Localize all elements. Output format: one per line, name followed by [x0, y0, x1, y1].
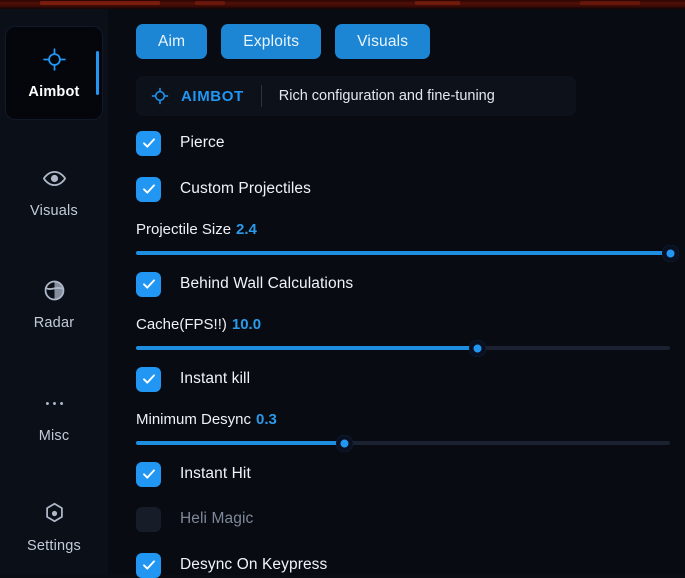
slider-caption: Minimum Desync 0.3 — [136, 411, 681, 428]
checkbox-label: Desync On Keypress — [180, 556, 328, 573]
slider-caption: Projectile Size 2.4 — [136, 221, 681, 238]
crosshair-icon — [150, 86, 170, 106]
active-indicator — [96, 51, 99, 95]
checkbox-label: Instant kill — [180, 370, 251, 387]
checkbox-row-pierce[interactable]: Pierce — [136, 130, 225, 156]
top-red-strip — [0, 0, 685, 9]
sidebar-item-label: Radar — [33, 314, 75, 331]
cheat-menu-window: Aimbot Visuals Radar Misc Settings Aim Exploi… — [0, 9, 685, 578]
sidebar-item-visuals[interactable]: Visuals — [0, 146, 108, 238]
slider-row-projectile-size: Projectile Size 2.4 — [136, 221, 681, 262]
checkbox-label: Heli Magic — [180, 510, 254, 527]
checkbox-row-heli-magic[interactable]: Heli Magic — [136, 506, 253, 532]
tab-exploits[interactable]: Exploits — [221, 24, 322, 59]
checkbox-row-behind-wall-calculations[interactable]: Behind Wall Calculations — [136, 271, 353, 297]
checkbox-checked-icon[interactable] — [136, 176, 161, 202]
sidebar-item-label: Misc — [38, 427, 70, 444]
slider-value: 0.3 — [256, 411, 277, 428]
slider-fill — [136, 251, 670, 255]
ellipsis-icon — [42, 391, 67, 417]
checkbox-label: Pierce — [180, 134, 225, 151]
tab-visuals[interactable]: Visuals — [335, 24, 431, 59]
radar-icon — [42, 278, 67, 304]
checkbox-row-instant-hit[interactable]: Instant Hit — [136, 461, 251, 487]
module-header: AIMBOT Rich configuration and fine-tunin… — [136, 76, 576, 116]
sidebar-item-radar[interactable]: Radar — [0, 258, 108, 350]
slider-track[interactable] — [136, 434, 670, 452]
sidebar-item-misc[interactable]: Misc — [0, 371, 108, 463]
slider-label: Cache(FPS!!) — [136, 316, 227, 333]
slider-label: Projectile Size — [136, 221, 232, 238]
checkbox-row-instant-kill[interactable]: Instant kill — [136, 366, 250, 392]
slider-caption: Cache(FPS!!) 10.0 — [136, 316, 681, 333]
content-panel: Aim Exploits Visuals AIMBOT Rich configura… — [108, 9, 685, 578]
checkbox-checked-icon[interactable] — [136, 271, 161, 297]
module-title: AIMBOT — [181, 87, 244, 105]
sidebar-nav: Aimbot Visuals Radar Misc Settings — [0, 9, 108, 575]
checkbox-label: Custom Projectiles — [180, 180, 312, 197]
tab-bar: Aim Exploits Visuals — [136, 24, 431, 59]
checkbox-label: Behind Wall Calculations — [180, 275, 354, 292]
sidebar-item-label: Settings — [27, 537, 81, 554]
slider-value: 10.0 — [231, 316, 262, 333]
slider-thumb[interactable] — [335, 434, 353, 452]
eye-icon — [42, 166, 67, 192]
header-divider — [260, 85, 262, 107]
checkbox-row-desync-on-keypress[interactable]: Desync On Keypress — [136, 552, 327, 578]
slider-fill — [136, 441, 345, 445]
sidebar-item-label: Visuals — [30, 202, 78, 219]
module-subtitle: Rich configuration and fine-tuning — [278, 88, 495, 104]
slider-value: 2.4 — [236, 221, 257, 238]
sidebar-item-settings[interactable]: Settings — [0, 481, 108, 573]
tab-aim[interactable]: Aim — [136, 24, 208, 59]
slider-track[interactable] — [136, 339, 670, 357]
slider-label: Minimum Desync — [136, 411, 252, 428]
sidebar-item-label: Aimbot — [28, 83, 80, 100]
slider-row-minimum-desync: Minimum Desync 0.3 — [136, 411, 681, 452]
checkbox-row-custom-projectiles[interactable]: Custom Projectiles — [136, 176, 311, 202]
slider-row-cache-fps: Cache(FPS!!) 10.0 — [136, 316, 681, 357]
sidebar-item-aimbot[interactable]: Aimbot — [6, 27, 102, 119]
checkbox-checked-icon[interactable] — [136, 552, 161, 578]
slider-track[interactable] — [136, 244, 679, 262]
checkbox-checked-icon[interactable] — [136, 366, 161, 392]
slider-fill — [136, 346, 478, 350]
slider-thumb[interactable] — [469, 339, 487, 357]
checkbox-unchecked-icon[interactable] — [136, 506, 161, 532]
slider-thumb[interactable] — [661, 244, 679, 262]
checkbox-checked-icon[interactable] — [136, 461, 161, 487]
checkbox-label: Instant Hit — [180, 465, 251, 482]
gear-icon — [42, 501, 67, 527]
crosshair-icon — [42, 47, 67, 73]
checkbox-checked-icon[interactable] — [136, 130, 161, 156]
